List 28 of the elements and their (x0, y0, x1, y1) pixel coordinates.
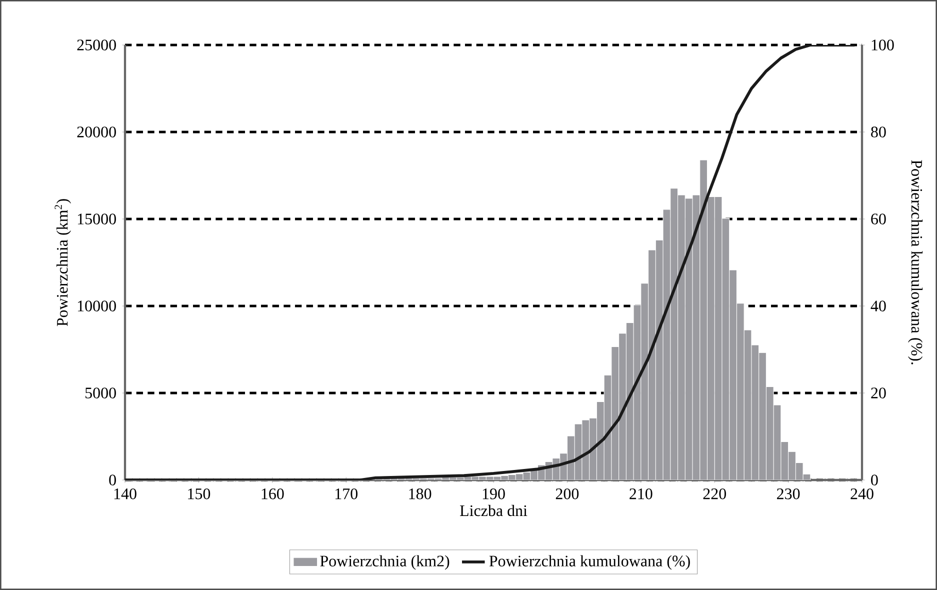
y2-tick-label: 80 (871, 126, 886, 138)
x-tick-label: 210 (630, 488, 652, 500)
x-tick-label: 170 (336, 488, 358, 500)
y2-axis-title: Powierzchnia kumulowana (%). (908, 160, 923, 364)
y-tick-label: 10000 (78, 300, 116, 312)
y-tick-label: 20000 (77, 126, 116, 138)
x-tick-label: 230 (777, 488, 800, 500)
y2-tick-label: 20 (871, 388, 886, 398)
x-tick-label: 200 (556, 488, 579, 500)
x-tick-label: 150 (188, 488, 210, 500)
x-axis-title: Liczba dni (460, 504, 528, 516)
y2-tick-label: 100 (872, 40, 894, 50)
x-tick-label: 220 (703, 488, 726, 500)
x-tick-label: 180 (409, 488, 432, 500)
y2-tick-label: 60 (871, 214, 886, 224)
y-tick-label: 0 (109, 474, 116, 486)
y2-tick-label: 40 (870, 300, 886, 312)
y-tick-label: 5000 (85, 388, 116, 398)
legend-label: Powierzchnia kumulowana (%) (489, 555, 690, 570)
x-tick-label: 140 (114, 488, 136, 500)
y-tick-label: 15000 (78, 214, 116, 224)
y-tick-label: 25000 (77, 40, 116, 50)
x-tick-label: 240 (850, 488, 874, 500)
y2-tick-label: 0 (871, 474, 878, 486)
legend-label: Powierzchnia (km2) (320, 555, 450, 570)
y-axis-title: Powierzchnia (km$^{2}$) (54, 199, 71, 326)
x-tick-label: 160 (262, 488, 284, 500)
x-tick-label: 190 (482, 488, 505, 500)
